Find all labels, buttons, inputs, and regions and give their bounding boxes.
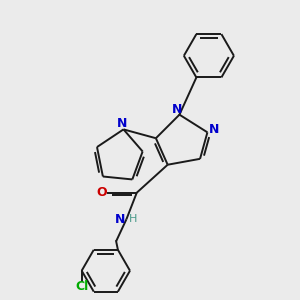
Text: H: H — [129, 214, 137, 224]
Text: N: N — [115, 213, 125, 226]
Text: N: N — [172, 103, 182, 116]
Text: N: N — [117, 117, 127, 130]
Text: N: N — [209, 124, 219, 136]
Text: O: O — [97, 186, 107, 199]
Text: Cl: Cl — [75, 280, 88, 293]
